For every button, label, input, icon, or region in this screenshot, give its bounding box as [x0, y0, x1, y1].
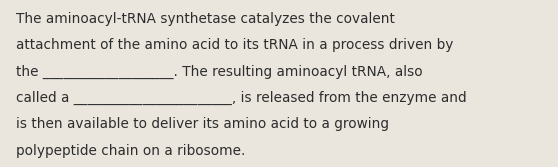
Text: The aminoacyl-tRNA synthetase catalyzes the covalent: The aminoacyl-tRNA synthetase catalyzes … [16, 12, 395, 26]
Text: attachment of the amino acid to its tRNA in a process driven by: attachment of the amino acid to its tRNA… [16, 38, 453, 52]
Text: polypeptide chain on a ribosome.: polypeptide chain on a ribosome. [16, 144, 245, 158]
Text: is then available to deliver its amino acid to a growing: is then available to deliver its amino a… [16, 117, 388, 131]
Text: the ___________________. The resulting aminoacyl tRNA, also: the ___________________. The resulting a… [16, 64, 422, 79]
Text: called a _______________________, is released from the enzyme and: called a _______________________, is rel… [16, 91, 466, 105]
